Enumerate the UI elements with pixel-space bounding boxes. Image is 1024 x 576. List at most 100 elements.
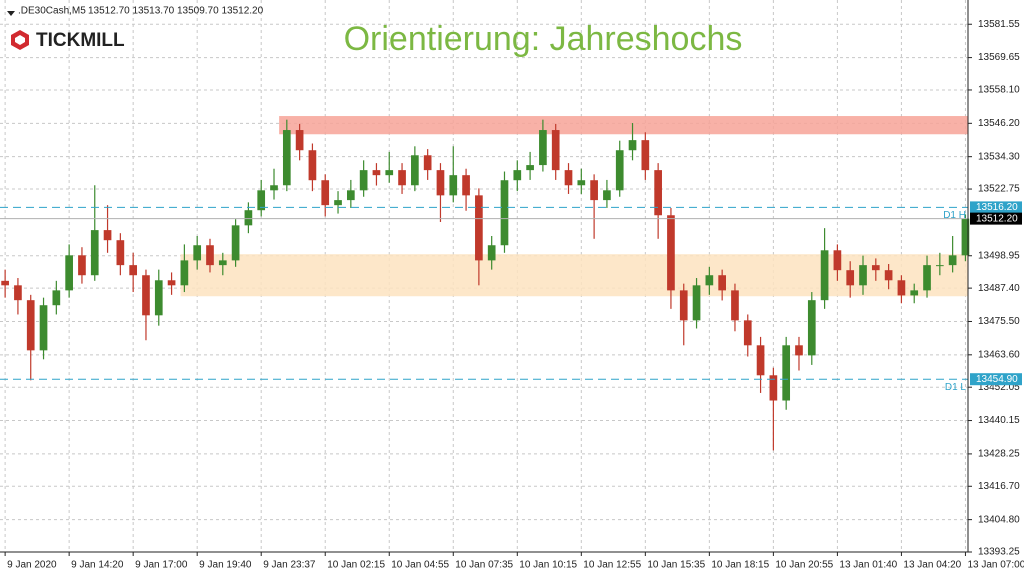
candle-body [116,240,125,266]
candle-body [14,285,22,301]
y-tick-label: 13463.60 [978,349,1020,360]
candle-body [231,225,240,261]
candle-body [807,300,816,356]
x-tick-label: 10 Jan 15:35 [647,560,705,571]
candle-body [346,190,355,201]
y-tick-label: 13416.70 [978,481,1020,492]
candle-body [654,170,662,216]
candle-body [462,175,470,196]
y-tick-label: 13498.95 [978,250,1020,261]
x-tick-label: 10 Jan 20:55 [775,560,833,571]
y-tick-label: 13404.80 [978,514,1020,525]
candle-body [308,150,317,181]
candle-body [641,140,650,171]
logo-text: TICKMILL [36,30,125,51]
candle-body [411,155,419,186]
candle-body [705,275,714,286]
candle-body [820,250,829,301]
y-tick-label: 13546.20 [978,118,1020,129]
candle-body [78,255,86,276]
x-tick-label: 10 Jan 12:55 [583,560,641,571]
y-tick-label: 13534.30 [978,151,1020,162]
x-tick-label: 9 Jan 19:40 [199,560,252,571]
candle-body [628,140,637,151]
x-tick-label: 9 Jan 23:37 [263,560,316,571]
candle-body [270,185,278,191]
candle-body [615,150,624,191]
candle-body [103,230,112,241]
chart-title: Orientierung: Jahreshochs [344,20,743,58]
candle-body [923,265,931,291]
candle-body [90,230,99,276]
candle-body [500,180,509,246]
level-price: 13516.20 [976,202,1018,213]
candle-body [590,180,598,201]
candle-body [948,255,957,266]
candle-body [487,245,496,261]
symbol: .DE30Cash,M5 [18,6,86,17]
y-tick-label: 13522.75 [978,184,1020,195]
y-tick-label: 13475.50 [978,316,1020,327]
logo-icon-inner [15,35,25,45]
candle-body [282,130,291,186]
candle-body [743,320,752,346]
candle-body [513,170,522,181]
candle-body [564,170,573,186]
candle-body [884,270,893,281]
candle-body [398,170,406,186]
level-name: D1 H [943,210,966,221]
candle-body [129,265,138,276]
y-tick-label: 13487.40 [978,283,1020,294]
y-tick-label: 13428.25 [978,449,1020,460]
x-tick-label: 10 Jan 10:15 [519,560,577,571]
zone [279,116,968,135]
candle-body [295,130,304,151]
candle-body [859,265,867,286]
y-tick-label: 13581.55 [978,19,1020,30]
candle-body [667,215,675,291]
candle-body [244,210,253,226]
level-price-box [970,373,1022,386]
candle-body [26,300,35,351]
candle-body [961,218,970,256]
candle-body [180,260,189,286]
candle-body [257,190,266,211]
candle-body [910,290,919,296]
x-tick-label: 13 Jan 04:20 [903,560,961,571]
x-tick-label: 9 Jan 2020 [7,560,57,571]
candle-body [846,270,855,286]
candle-body [795,345,803,356]
y-tick-label: 13569.65 [978,52,1020,63]
level-price: 13454.90 [976,374,1018,385]
dropdown-arrow[interactable] [7,11,15,16]
candle-body [154,280,163,316]
x-tick-label: 10 Jan 18:15 [711,560,769,571]
x-tick-label: 13 Jan 01:40 [839,560,897,571]
y-tick-label: 13393.25 [978,547,1020,558]
current-price-box [970,212,1022,225]
candle-body [423,155,432,171]
candle-body [372,170,381,176]
current-price: 13512.20 [976,213,1018,224]
y-tick-label: 13440.15 [978,415,1020,426]
candle-body [167,280,176,286]
candle-body [39,305,48,351]
x-tick-label: 13 Jan 07:00 [967,560,1024,571]
level-price-box [970,201,1022,214]
candle-body [731,290,739,321]
candle-body [218,260,227,266]
x-tick-label: 10 Jan 02:15 [327,560,385,571]
candle-body [142,275,150,316]
candle-body [321,180,330,206]
candle-body [1,280,9,286]
candle-body [436,170,445,196]
candle-body [52,290,61,306]
candle-body [551,130,560,171]
candle-body [193,245,202,261]
candle-body [692,285,701,321]
candle-body [334,200,342,206]
candle-body [679,290,688,321]
candle-body [871,265,880,271]
